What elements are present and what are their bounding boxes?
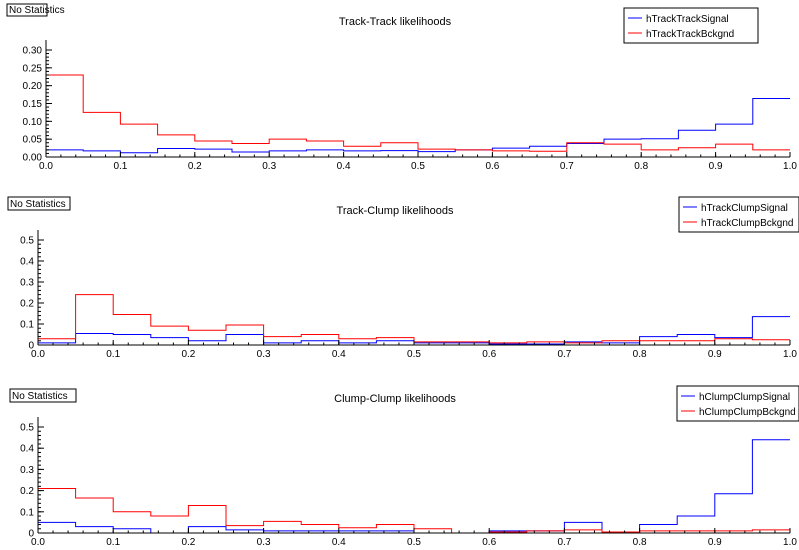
y-tick-label: 0.2 [20,486,34,497]
x-tick-label: 0.1 [106,349,120,360]
x-tick-label: 0.5 [407,349,421,360]
y-tick-label: 0.00 [23,153,43,164]
legend-label: hTrackClumpSignal [701,203,788,214]
y-tick-label: 0.1 [20,320,34,331]
x-tick-label: 0.8 [634,161,648,172]
y-tick-label: 0.3 [20,465,34,476]
stats-box [7,196,71,211]
histogram-series-hTrackTrackBckgnd [45,74,790,157]
chart-title: Clump-Clump likelihoods [334,393,456,405]
x-tick-label: 0.3 [262,161,276,172]
x-tick-label: 0.9 [708,537,722,548]
x-tick-label: 1.0 [783,161,797,172]
x-tick-label: 0.0 [31,537,45,548]
x-tick-label: 0.9 [708,349,722,360]
x-tick-label: 0.6 [485,161,499,172]
stats-label: No Statistics [12,391,68,402]
stats-label: No Statistics [10,199,66,210]
legend-label: hTrackTrackBckgnd [646,29,734,40]
x-tick-label: 0.7 [557,537,571,548]
x-tick-label: 1.0 [783,537,797,548]
x-tick-label: 0.7 [560,161,574,172]
x-tick-label: 0.2 [181,537,195,548]
y-tick-label: 0.4 [20,444,34,455]
x-tick-label: 0.8 [633,537,647,548]
y-tick-label: 0.2 [20,299,34,310]
y-tick-label: 0.15 [23,99,43,110]
chart-title: Track-Track likelihoods [339,16,452,28]
x-tick-label: 0.1 [106,537,120,548]
y-tick-label: 0.25 [23,63,43,74]
stats-box [9,388,77,403]
x-tick-label: 0.5 [407,537,421,548]
legend-label: hTrackClumpBckgnd [701,218,793,229]
legend-label: hClumpClumpBckgnd [699,407,796,418]
x-tick-label: 0.4 [332,349,346,360]
x-tick-label: 0.0 [39,161,53,172]
x-tick-label: 0.4 [337,161,351,172]
x-tick-label: 0.2 [181,349,195,360]
y-tick-label: 0.30 [23,46,43,57]
histogram-series-hTrackTrackSignal [45,98,790,157]
legend-label: hTrackTrackSignal [646,14,729,25]
x-tick-label: 0.3 [257,349,271,360]
x-tick-label: 1.0 [783,349,797,360]
y-tick-label: 0.20 [23,81,43,92]
stats-box [6,3,48,17]
y-tick-label: 0.3 [20,278,34,289]
stats-label: No Statistics [9,5,65,16]
legend-box [676,385,799,422]
x-tick-label: 0.5 [411,161,425,172]
legend-box [623,7,759,44]
y-tick-label: 0.5 [20,423,34,434]
y-tick-label: 0.05 [23,135,43,146]
x-tick-label: 0.6 [482,349,496,360]
x-tick-label: 0.2 [188,161,202,172]
x-tick-label: 0.3 [257,537,271,548]
histogram-series-hClumpClumpSignal [37,439,790,534]
x-tick-label: 0.8 [633,349,647,360]
y-tick-label: 0.10 [23,117,43,128]
histogram-series-hTrackClumpSignal [37,316,790,345]
x-tick-label: 0.9 [709,161,723,172]
x-tick-label: 0.6 [482,537,496,548]
chart-title: Track-Clump likelihoods [337,205,454,217]
x-tick-label: 0.1 [113,161,127,172]
y-tick-label: 0.4 [20,257,34,268]
legend-box [678,196,799,233]
x-tick-label: 0.0 [31,349,45,360]
legend-label: hClumpClumpSignal [699,392,790,403]
y-tick-label: 0 [28,341,34,352]
y-tick-label: 0.5 [20,236,34,247]
histogram-series-hClumpClumpBckgnd [37,487,790,534]
x-tick-label: 0.7 [557,349,571,360]
histogram-series-hTrackClumpBckgnd [37,294,790,345]
x-tick-label: 0.4 [332,537,346,548]
y-tick-label: 0 [28,529,34,540]
y-tick-label: 0.1 [20,507,34,518]
